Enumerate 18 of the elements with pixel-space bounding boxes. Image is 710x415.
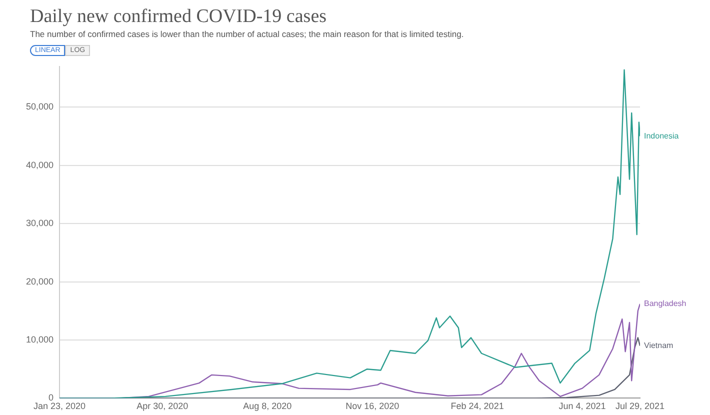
x-tick-label: Feb 24, 2021 (450, 401, 504, 412)
x-tick-label: Jun 4, 2021 (558, 401, 606, 412)
y-tick-label: 20,000 (26, 276, 54, 286)
x-tick-label: Jul 29, 2021 (615, 401, 665, 412)
x-tick-label: Apr 30, 2020 (136, 401, 188, 412)
chart-title: Daily new confirmed COVID-19 cases (30, 6, 327, 28)
x-tick-label: Jan 23, 2020 (34, 401, 86, 412)
y-tick-label: 50,000 (26, 102, 54, 112)
y-tick-label: 40,000 (26, 160, 54, 170)
y-tick-label: 10,000 (26, 334, 54, 344)
y-tick-label: 30,000 (26, 218, 54, 228)
series-label: Bangladesh (644, 299, 686, 308)
chart-subtitle: The number of confirmed cases is lower than the number of actual cases; the main reason for that is limited testing. (30, 29, 464, 39)
x-tick-label: Nov 16, 2020 (346, 401, 400, 412)
x-tick-label: Aug 8, 2020 (243, 401, 292, 412)
series-label: Indonesia (644, 131, 680, 140)
y-tick-label: 0 (48, 392, 54, 403)
series-label: Vietnam (644, 341, 674, 350)
